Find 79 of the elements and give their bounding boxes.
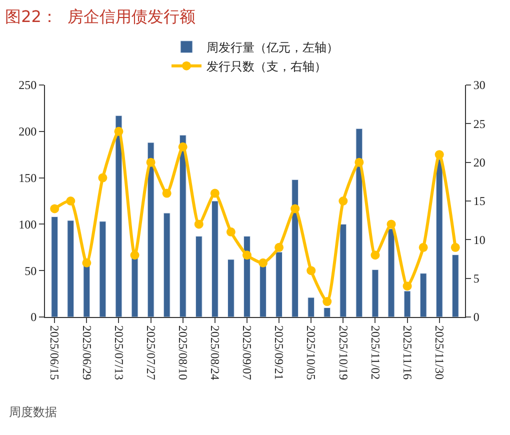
x-tick-label: 2025/09/07: [240, 325, 254, 380]
point: [226, 227, 236, 236]
bar: [276, 252, 282, 317]
x-tick-label: 2025/11/30: [432, 325, 446, 380]
point: [50, 204, 60, 214]
legend-label: 周发行量（亿元，左轴）: [206, 40, 338, 55]
y2-tick-label: 5: [473, 272, 480, 286]
point: [450, 242, 460, 252]
y2-tick-label: 20: [473, 156, 486, 170]
point: [354, 158, 364, 167]
point: [370, 250, 380, 260]
point: [386, 220, 396, 229]
point: [418, 242, 428, 252]
point: [146, 158, 156, 167]
bar: [388, 228, 395, 317]
point: [66, 196, 76, 206]
legend-label: 发行只数（支，右轴）: [206, 60, 326, 74]
point: [82, 258, 92, 268]
bar: [147, 142, 154, 317]
y2-tick-label: 25: [473, 116, 486, 131]
bar: [228, 259, 234, 317]
x-tick-label: 2025/07/27: [144, 325, 158, 380]
bar: [372, 269, 379, 317]
point: [114, 126, 124, 136]
x-tick-label: 2025/07/13: [112, 325, 126, 380]
point: [130, 250, 140, 260]
point: [434, 150, 444, 160]
bar: [51, 216, 58, 317]
bar: [67, 220, 74, 317]
x-tick-label: 2025/08/10: [176, 325, 190, 380]
y2-tick-label: 10: [473, 232, 486, 247]
chart-title: 图22： 房企信用债发行额: [5, 7, 196, 26]
bar: [420, 273, 427, 317]
bar: [356, 128, 363, 317]
point: [322, 297, 332, 306]
bar: [340, 224, 347, 317]
point: [290, 204, 300, 214]
y-tick-label: 100: [18, 217, 37, 232]
x-tick-label: 2025/06/15: [48, 325, 62, 380]
bar: [99, 221, 106, 317]
bar: [211, 200, 218, 317]
x-tick-label: 2025/11/02: [368, 325, 382, 380]
point: [274, 242, 284, 252]
text: 周度数据: [9, 405, 57, 419]
point: [178, 142, 188, 152]
bar: [324, 307, 331, 317]
point: [194, 220, 204, 229]
bar: [308, 297, 315, 317]
point: [162, 188, 172, 198]
y-tick-label: 250: [18, 78, 37, 92]
y2-tick-label: 0: [473, 310, 480, 324]
bar: [436, 158, 443, 317]
point: [402, 282, 412, 291]
y2-tick-label: 30: [473, 78, 486, 92]
point: [98, 173, 108, 182]
y-tick-label: 200: [18, 124, 37, 139]
bar: [163, 212, 170, 317]
bar: [115, 115, 122, 317]
bar: [452, 254, 459, 317]
point: [210, 188, 220, 198]
x-tick-label: 2025/09/21: [272, 325, 286, 380]
y-tick-label: 0: [30, 310, 37, 324]
point: [258, 258, 268, 268]
x-tick-label: 2025/06/29: [80, 325, 94, 380]
point: [338, 196, 348, 206]
point: [306, 266, 316, 276]
bar: [260, 266, 266, 317]
bar: [292, 179, 299, 317]
y-tick-label: 150: [18, 171, 37, 185]
x-tick-label: 2025/10/19: [336, 325, 350, 380]
y-tick-label: 50: [24, 264, 37, 278]
x-tick-label: 2025/08/24: [208, 325, 222, 380]
point: [242, 250, 252, 260]
bar: [404, 290, 411, 317]
x-tick-label: 2025/10/05: [304, 325, 318, 380]
y2-tick-label: 15: [473, 194, 486, 208]
bar: [195, 236, 202, 317]
bar: [179, 134, 186, 317]
x-tick-label: 2025/11/16: [400, 325, 414, 380]
